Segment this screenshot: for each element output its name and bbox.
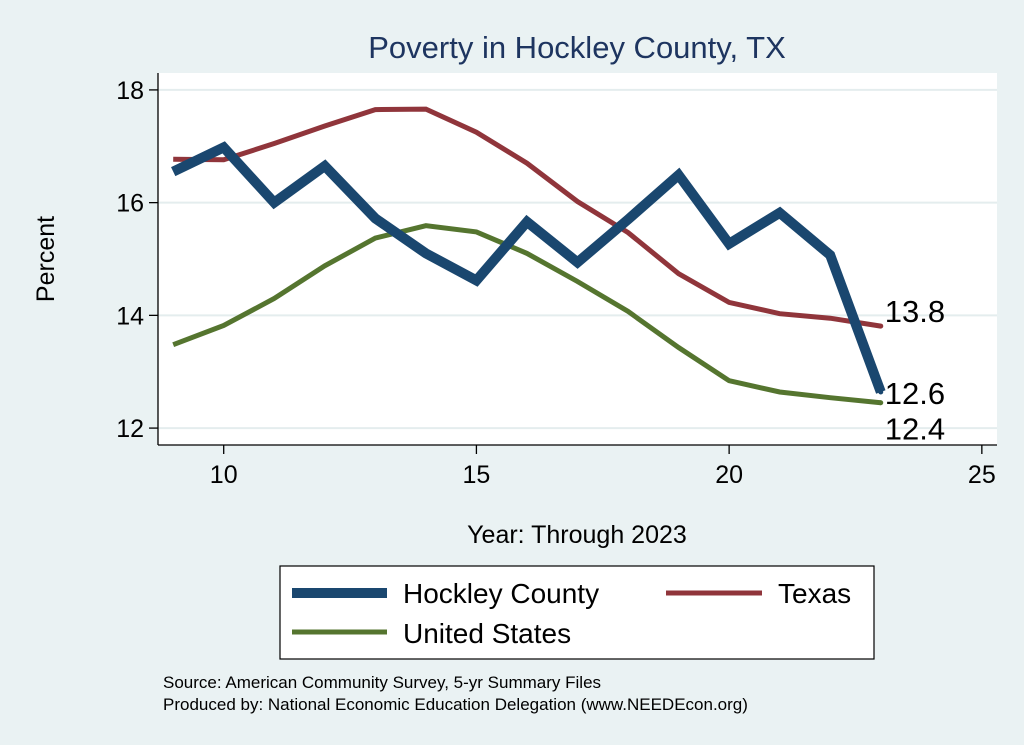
series-line-texas	[173, 106, 882, 329]
x-tick-label-15: 15	[463, 461, 491, 489]
x-tick-label-25: 25	[968, 461, 996, 489]
y-tick-label-12: 12	[116, 415, 144, 443]
legend-box	[279, 565, 875, 660]
series-line-united-states	[172, 223, 882, 406]
end-label-united-states: 12.4	[885, 412, 945, 447]
y-axis-title: Percent	[32, 216, 60, 302]
legend: Hockley County Texas United States	[279, 565, 875, 660]
y-tick-layer: 12 14 16 18	[116, 77, 158, 443]
end-label-hockley-county: 12.6	[885, 376, 945, 411]
series-layer	[171, 106, 886, 406]
y-tick-label-18: 18	[116, 77, 144, 105]
legend-label-united-states: United States	[403, 618, 571, 649]
x-axis-title: Year: Through 2023	[467, 521, 687, 549]
legend-label-texas: Texas	[778, 578, 851, 609]
series-end-point-united-states	[878, 400, 884, 406]
y-tick-label-16: 16	[116, 190, 144, 218]
x-tick-layer: 10 15 20 25	[210, 445, 996, 489]
end-label-texas: 13.8	[885, 294, 945, 329]
x-tick-label-10: 10	[210, 461, 238, 489]
series-end-point-texas	[878, 323, 884, 329]
chart-title: Poverty in Hockley County, TX	[368, 30, 786, 65]
source-line-1: Source: American Community Survey, 5-yr …	[163, 673, 601, 692]
series-end-point-hockley-county	[878, 389, 884, 395]
source-line-2: Produced by: National Economic Education…	[163, 695, 748, 714]
end-label-layer: 12.6 13.8 12.4	[885, 294, 945, 447]
x-tick-label-20: 20	[715, 461, 743, 489]
legend-label-hockley-county: Hockley County	[403, 578, 599, 609]
series-line-hockley-county	[171, 141, 886, 394]
y-tick-label-14: 14	[116, 302, 144, 330]
